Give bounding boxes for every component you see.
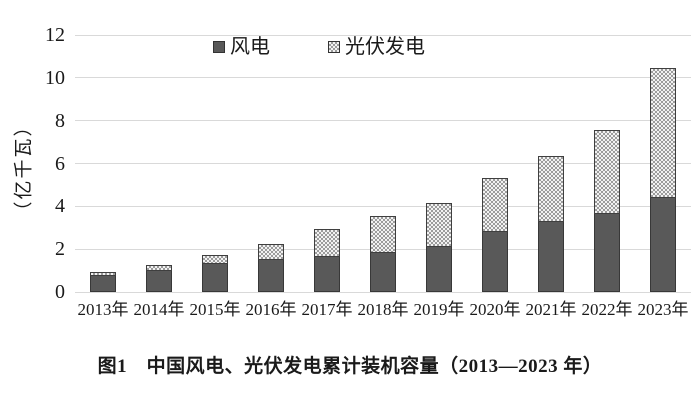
solar-swatch-icon <box>328 41 340 53</box>
x-tick-label: 2014年 <box>133 300 185 319</box>
bar-segment-wind <box>314 257 340 292</box>
bar-segment-solar <box>314 229 340 257</box>
stacked-bar-2018年 <box>370 216 396 292</box>
y-tick-label: 4 <box>55 195 65 218</box>
bar-segment-wind <box>482 232 508 292</box>
bar-segment-wind <box>202 264 228 292</box>
bar-group <box>355 35 411 292</box>
bar-segment-wind <box>258 260 284 292</box>
gridline <box>75 291 691 293</box>
x-axis-ticks: 2013年 2014年 2015年 2016年 2017年 2018年 2019年 2020年… <box>75 299 691 321</box>
x-tick-label: 2017年 <box>301 300 353 319</box>
bar-group <box>523 35 579 292</box>
bar-segment-solar <box>146 265 172 271</box>
stacked-bar-2023年 <box>650 68 676 292</box>
x-tick-label: 2022年 <box>581 300 633 319</box>
gridline <box>75 163 691 164</box>
y-tick-label: 12 <box>45 24 65 46</box>
y-tick-label: 10 <box>45 66 65 89</box>
legend: 风电 光伏发电 <box>213 37 425 57</box>
y-tick-label: 8 <box>55 109 65 132</box>
bar-group <box>467 35 523 292</box>
bar-segment-solar <box>426 203 452 247</box>
gridline <box>75 34 691 36</box>
bar-group <box>579 35 635 292</box>
figure-caption: 图1 中国风电、光伏发电累计装机容量（2013—2023 年） <box>97 356 603 377</box>
stacked-bar-2013年 <box>90 272 116 292</box>
x-tick-label: 2015年 <box>189 300 241 319</box>
bar-group <box>187 35 243 292</box>
legend-label-solar: 光伏发电 <box>345 36 425 58</box>
bar-segment-wind <box>538 222 564 292</box>
bar-group <box>411 35 467 292</box>
x-tick-label: 2019年 <box>413 300 465 319</box>
bar-group <box>635 35 691 292</box>
stacked-bar-2021年 <box>538 156 564 292</box>
bar-segment-wind <box>370 253 396 292</box>
bar-segment-solar <box>370 216 396 253</box>
x-tick-label: 2023年 <box>637 300 689 319</box>
y-tick-label: 2 <box>55 238 65 261</box>
bar-segment-solar <box>90 272 116 276</box>
legend-label-wind: 风电 <box>230 36 270 58</box>
bar-segment-solar <box>650 68 676 198</box>
x-tick-label: 2021年 <box>525 300 577 319</box>
gridline <box>75 77 691 79</box>
stacked-bar-2020年 <box>482 178 508 292</box>
plot-area: 0 2 4 6 8 10 12 风电 光伏发电 <box>45 25 691 302</box>
x-tick-label: 2016年 <box>245 300 297 319</box>
stacked-bar-2017年 <box>314 229 340 292</box>
bar-segment-wind <box>594 214 620 292</box>
stacked-bar-2014年 <box>146 265 172 292</box>
legend-item-wind: 风电 <box>213 37 270 57</box>
x-tick-label: 2018年 <box>357 300 409 319</box>
bar-segment-wind <box>146 271 172 292</box>
gridline <box>75 120 691 122</box>
bar-segment-solar <box>594 130 620 214</box>
bar-segment-wind <box>426 247 452 292</box>
bars-layer <box>75 35 691 292</box>
gridline <box>75 205 691 207</box>
bar-segment-wind <box>650 198 676 292</box>
bar-segment-solar <box>258 244 284 260</box>
bar-group <box>243 35 299 292</box>
bar-segment-wind <box>90 276 116 292</box>
legend-item-solar: 光伏发电 <box>328 37 425 57</box>
bar-segment-solar <box>482 178 508 232</box>
stacked-bar-2016年 <box>258 244 284 292</box>
x-tick-label: 2013年 <box>77 300 129 319</box>
bar-group <box>131 35 187 292</box>
y-tick-label: 6 <box>55 152 65 175</box>
bar-segment-solar <box>202 255 228 264</box>
stacked-bar-2022年 <box>594 130 620 292</box>
y-tick-label: 0 <box>55 281 65 303</box>
bar-group <box>299 35 355 292</box>
x-tick-label: 2020年 <box>469 300 521 319</box>
stacked-bar-2019年 <box>426 203 452 292</box>
stacked-bar-2015年 <box>202 255 228 292</box>
bar-group <box>75 35 131 292</box>
wind-swatch-icon <box>213 41 225 53</box>
bar-segment-solar <box>538 156 564 222</box>
